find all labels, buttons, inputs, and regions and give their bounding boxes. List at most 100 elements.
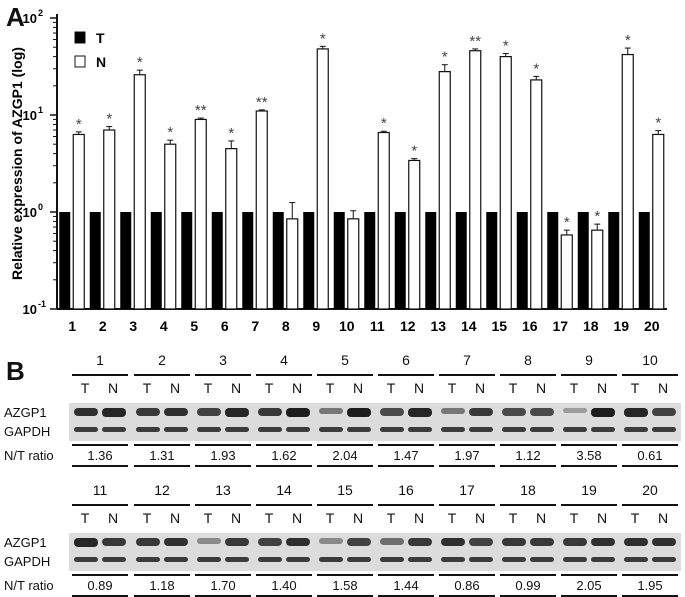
gapdh-band-t (502, 427, 526, 432)
gapdh-band-t (563, 427, 587, 432)
lane-label-t: T (386, 510, 396, 526)
ratio-overline (195, 444, 251, 446)
azgp1-band-n (469, 408, 493, 416)
gapdh-band-n (652, 427, 676, 432)
ratio-overline (72, 444, 128, 446)
x-tick-label: 9 (312, 318, 320, 334)
gapdh-band-t (197, 427, 221, 432)
gapdh-band-t (74, 557, 98, 562)
ratio-overline (500, 444, 556, 446)
ratio-underline (195, 465, 251, 467)
sample-underline (500, 374, 556, 376)
ratio-overline (439, 574, 495, 576)
row-label-azgp1: AZGP1 (4, 535, 47, 550)
gapdh-band-t (380, 557, 404, 562)
azgp1-band-t (380, 538, 404, 545)
lane-label-n: N (413, 510, 425, 526)
ratio-overline (378, 444, 434, 446)
ratio-value: 0.99 (515, 578, 541, 593)
sample-underline (195, 504, 251, 506)
azgp1-band-t (624, 408, 648, 417)
gapdh-band-t (380, 427, 404, 432)
ratio-value: 1.40 (271, 578, 297, 593)
lane-label-t: T (264, 510, 274, 526)
gapdh-band-n (530, 427, 554, 432)
x-tick-label: 14 (461, 318, 477, 334)
sample-underline (561, 504, 617, 506)
sample-number: 7 (463, 352, 471, 368)
sample-underline (72, 504, 128, 506)
panel-b-letter: B (6, 356, 25, 386)
x-tick-label: 4 (160, 318, 168, 334)
azgp1-band-n (347, 408, 371, 417)
bar-t (333, 212, 345, 309)
azgp1-band-t (380, 408, 404, 416)
western-blot-panel: AZGP1 GAPDH N/T ratio 1 T N 1.36 2 T N 1.31 3 T N 1.93… (0, 352, 685, 597)
bar-t (455, 212, 467, 309)
x-tick-label: 17 (552, 318, 568, 334)
gapdh-band-n (530, 557, 554, 562)
lane-label-t: T (508, 510, 518, 526)
lane-label-t: T (142, 510, 152, 526)
bar-n (377, 131, 390, 310)
significance-marker: * (320, 30, 326, 47)
bar-n (560, 234, 573, 310)
x-tick-label: 16 (522, 318, 538, 334)
azgp1-band-n (652, 538, 676, 547)
lane-label-n: N (169, 510, 181, 526)
azgp1-band-t (563, 538, 587, 546)
bar-n (133, 74, 146, 310)
legend-swatch-t (74, 31, 86, 44)
azgp1-band-t (258, 408, 282, 416)
significance-marker: * (533, 60, 539, 77)
significance-marker: * (106, 111, 112, 128)
gapdh-band-t (441, 557, 465, 562)
ratio-value: 1.70 (210, 578, 236, 593)
bar-n (316, 48, 329, 310)
azgp1-band-t (197, 408, 221, 416)
bar-t (150, 212, 162, 309)
azgp1-band-n (164, 538, 188, 547)
azgp1-band-t (197, 538, 221, 544)
x-tick-label: 1 (68, 318, 76, 334)
ratio-underline (378, 595, 434, 597)
gapdh-band-n (164, 557, 188, 562)
azgp1-band-n (408, 408, 432, 417)
y-tick-label: 10 (23, 302, 37, 317)
ratio-overline (317, 574, 373, 576)
significance-marker: ** (195, 102, 207, 119)
azgp1-band-t (441, 538, 465, 547)
ratio-value: 1.18 (149, 578, 175, 593)
ratio-underline (622, 465, 678, 467)
bar-t (242, 212, 254, 309)
sample-number: 3 (219, 352, 227, 368)
lane-label-t: T (569, 380, 579, 396)
ratio-value: 0.61 (637, 448, 663, 463)
gapdh-band-t (197, 557, 221, 562)
lane-label-t: T (80, 510, 90, 526)
bar-t (211, 212, 223, 309)
lane-label-t: T (447, 510, 457, 526)
x-tick-label: 2 (99, 318, 107, 334)
sample-underline (500, 504, 556, 506)
significance-marker: * (381, 115, 387, 132)
sample-underline (195, 374, 251, 376)
bar-t (394, 212, 406, 309)
y-tick-exponent: -1 (38, 299, 46, 309)
sample-number: 20 (642, 482, 658, 498)
x-tick-label: 11 (370, 318, 385, 334)
x-tick-label: 3 (129, 318, 137, 334)
sample-number: 17 (459, 482, 475, 498)
azgp1-band-n (591, 408, 615, 417)
lane-label-n: N (474, 510, 486, 526)
ratio-overline (256, 444, 312, 446)
bar-n (103, 129, 116, 310)
ratio-value: 1.47 (393, 448, 419, 463)
gapdh-band-n (347, 427, 371, 432)
gapdh-band-t (624, 427, 648, 432)
lane-label-n: N (657, 380, 669, 396)
azgp1-band-n (408, 538, 432, 546)
ratio-underline (72, 595, 128, 597)
sample-number: 6 (402, 352, 410, 368)
azgp1-band-n (530, 538, 554, 546)
